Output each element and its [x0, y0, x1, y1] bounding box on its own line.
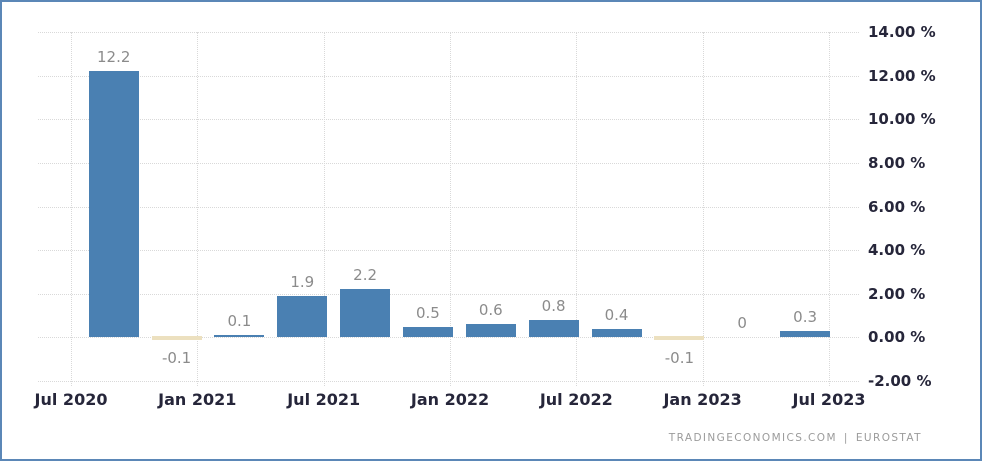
gridline-vertical: [829, 32, 830, 386]
bar[interactable]: [340, 289, 391, 338]
bar[interactable]: [151, 336, 202, 340]
gridline-vertical: [323, 32, 325, 386]
bar-value-label: 0: [737, 314, 747, 333]
y-axis-tick-label: 4.00 %: [868, 241, 926, 260]
y-axis-tick-label: 12.00 %: [868, 66, 936, 85]
bar[interactable]: [780, 330, 831, 338]
bar[interactable]: [528, 319, 579, 338]
y-axis-tick-label: 10.00 %: [868, 110, 936, 129]
gridline-horizontal: [38, 381, 859, 382]
bar-value-label: -0.1: [161, 348, 192, 367]
bar-value-label: 2.2: [353, 266, 378, 285]
gridline-vertical: [702, 32, 704, 386]
gridline-horizontal: [38, 75, 859, 77]
bar[interactable]: [88, 71, 139, 338]
attribution-separator: |: [843, 432, 849, 444]
gridline-horizontal: [38, 119, 859, 121]
gridline-horizontal: [38, 250, 859, 252]
x-axis-tick-label: Jul 2022: [539, 390, 613, 409]
gridline-vertical: [197, 32, 199, 386]
gridline-horizontal: [38, 206, 859, 208]
chart-attribution: TRADINGECONOMICS.COM | EUROSTAT: [669, 432, 922, 444]
x-axis-tick-label: Jan 2021: [158, 390, 237, 409]
gridline-horizontal: [38, 162, 859, 164]
bar-value-label: 12.2: [96, 48, 131, 67]
gridline-horizontal: [38, 32, 859, 33]
bar[interactable]: [654, 336, 705, 340]
bar[interactable]: [277, 295, 328, 338]
bar-value-label: 0.3: [793, 307, 818, 326]
gridline-vertical: [450, 32, 451, 386]
bar[interactable]: [465, 324, 516, 338]
y-axis-tick-label: 6.00 %: [868, 197, 926, 216]
gridline-horizontal: [38, 337, 859, 339]
x-axis-tick-label: Jul 2023: [792, 390, 866, 409]
x-axis-tick-label: Jul 2020: [34, 390, 108, 409]
y-axis-tick-label: 0.00 %: [868, 328, 926, 347]
bar-value-label: -0.1: [664, 348, 695, 367]
x-axis-tick-label: Jan 2023: [663, 390, 742, 409]
bar[interactable]: [402, 326, 453, 338]
x-axis-tick-label: Jul 2021: [287, 390, 361, 409]
y-axis-tick-label: 8.00 %: [868, 153, 926, 172]
gridline-vertical: [576, 32, 578, 386]
attribution-source-right: EUROSTAT: [855, 432, 922, 444]
bar-value-label: 0.4: [604, 305, 629, 324]
gridline-horizontal: [38, 293, 859, 295]
y-axis-tick-label: 14.00 %: [868, 23, 936, 41]
bar[interactable]: [591, 328, 642, 338]
x-axis-tick-label: Jan 2022: [410, 390, 490, 409]
bar-value-label: 0.8: [541, 296, 566, 315]
bar-value-label: 0.1: [227, 312, 252, 331]
y-axis-tick-label: -2.00 %: [868, 372, 932, 390]
bar-value-label: 1.9: [290, 272, 315, 291]
bar-value-label: 0.5: [415, 303, 440, 322]
bar-value-label: 0.6: [478, 301, 503, 320]
y-axis-tick-label: 2.00 %: [868, 284, 926, 303]
bar[interactable]: [214, 335, 265, 338]
attribution-source-left: TRADINGECONOMICS.COM: [668, 432, 837, 444]
gridline-vertical: [71, 32, 72, 386]
